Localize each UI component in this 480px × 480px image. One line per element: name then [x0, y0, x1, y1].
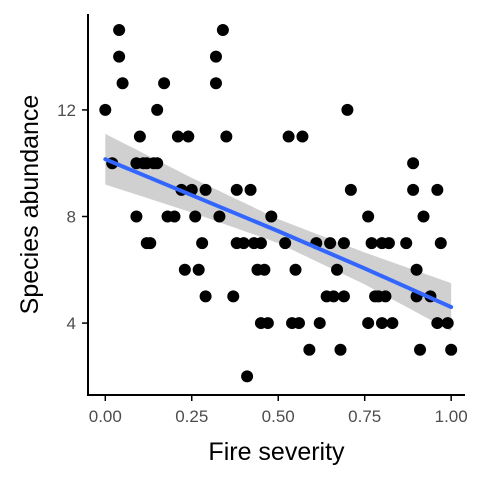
data-point — [265, 210, 278, 223]
data-point — [337, 237, 350, 250]
data-point — [113, 23, 126, 36]
data-point — [133, 130, 146, 143]
fit-line-layer — [103, 157, 454, 310]
data-point — [151, 103, 164, 116]
data-point — [99, 103, 112, 116]
data-point — [113, 50, 126, 63]
data-point — [244, 183, 257, 196]
x-tick-label: 0.00 — [89, 407, 122, 426]
data-point — [261, 317, 274, 330]
y-tick-label: 8 — [67, 207, 76, 226]
y-axis-title: Species abundance — [16, 95, 44, 315]
data-point — [289, 263, 302, 276]
data-point — [216, 23, 229, 36]
data-point — [407, 183, 420, 196]
data-point — [241, 370, 254, 383]
data-point — [189, 210, 202, 223]
data-point — [209, 50, 222, 63]
data-point — [365, 237, 378, 250]
data-point — [303, 343, 316, 356]
data-point — [296, 130, 309, 143]
fit-line — [103, 157, 454, 310]
data-point — [331, 263, 344, 276]
data-point — [334, 343, 347, 356]
data-point — [130, 210, 143, 223]
data-point — [196, 237, 209, 250]
x-tick-label: 0.75 — [348, 407, 381, 426]
x-axis-title: Fire severity — [208, 438, 345, 466]
axes-layer — [87, 14, 465, 396]
data-point — [417, 210, 430, 223]
data-point — [220, 130, 233, 143]
data-point — [414, 343, 427, 356]
data-point — [178, 263, 191, 276]
data-point — [182, 130, 195, 143]
data-point — [168, 210, 181, 223]
data-point — [379, 290, 392, 303]
data-point — [341, 103, 354, 116]
data-point — [386, 317, 399, 330]
data-point — [400, 237, 413, 250]
data-point — [258, 263, 271, 276]
data-point — [227, 290, 240, 303]
data-point — [292, 317, 305, 330]
data-point — [213, 210, 226, 223]
data-point — [434, 237, 447, 250]
data-point — [441, 317, 454, 330]
data-point — [192, 263, 205, 276]
data-point — [445, 343, 458, 356]
data-point — [199, 290, 212, 303]
data-point — [327, 290, 340, 303]
data-point — [279, 237, 292, 250]
y-tick-label: 4 — [67, 314, 76, 333]
data-point — [337, 290, 350, 303]
data-points-layer — [99, 23, 458, 383]
data-point — [254, 237, 267, 250]
data-point — [199, 183, 212, 196]
y-tick-label: 12 — [57, 101, 76, 120]
data-point — [209, 77, 222, 90]
data-point — [237, 237, 250, 250]
y-ticks-layer: 4 8 12 — [57, 101, 88, 333]
data-point — [313, 317, 326, 330]
data-point — [431, 183, 444, 196]
data-point — [410, 263, 423, 276]
data-point — [407, 157, 420, 170]
data-point — [151, 157, 164, 170]
data-point — [431, 317, 444, 330]
x-tick-label: 0.25 — [175, 407, 208, 426]
x-tick-label: 0.50 — [262, 407, 295, 426]
x-ticks-layer: 0.00 0.25 0.50 0.75 1.00 — [89, 395, 468, 426]
data-point — [282, 130, 295, 143]
data-point — [230, 183, 243, 196]
data-point — [324, 237, 337, 250]
data-point — [158, 77, 171, 90]
data-point — [344, 183, 357, 196]
data-point — [362, 210, 375, 223]
data-point — [382, 237, 395, 250]
data-point — [362, 317, 375, 330]
data-point — [144, 237, 157, 250]
data-point — [116, 77, 129, 90]
x-tick-label: 1.00 — [435, 407, 468, 426]
data-point — [375, 317, 388, 330]
data-point — [171, 130, 184, 143]
